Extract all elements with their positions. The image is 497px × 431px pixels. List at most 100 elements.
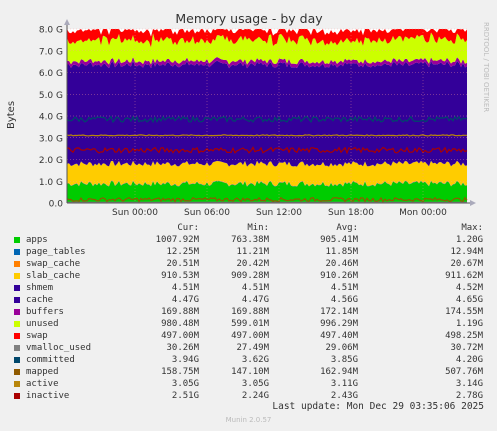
- legend-swatch: [14, 297, 20, 303]
- legend-avg-value: 905.41M: [320, 235, 358, 245]
- legend-min-value: 763.38M: [231, 235, 269, 245]
- legend-avg-value: 4.51M: [330, 283, 358, 293]
- legend-avg-value: 4.56G: [330, 295, 358, 305]
- legend-swatch: [14, 261, 20, 267]
- legend-cur-value: 497.00M: [161, 331, 199, 341]
- legend-swatch: [14, 273, 20, 279]
- legend-series-name: vmalloc_used: [26, 343, 92, 353]
- legend-header: Min:: [247, 223, 269, 233]
- plot-area: 0.0 1.0 G 2.0 G 3.0 G 4.0 G 5.0 G 6.0 G 7.0 G 8.…: [39, 19, 476, 215]
- legend-series-name: unused: [26, 319, 59, 329]
- line-mapped: [66, 196, 468, 203]
- area-cache: [67, 60, 467, 167]
- legend-cur-value: 158.75M: [161, 367, 199, 377]
- legend-series-name: active: [26, 379, 59, 389]
- legend-series-name: committed: [26, 355, 75, 365]
- legend-item: buffers 169.88M 169.88M 172.14M 174.55M: [0, 306, 497, 318]
- legend-series-name: page_tables: [26, 247, 86, 257]
- legend-cur-value: 169.88M: [161, 307, 199, 317]
- legend-swatch: [14, 237, 20, 243]
- legend-cur-value: 30.26M: [166, 343, 199, 353]
- legend-max-value: 911.62M: [445, 271, 483, 281]
- area-swap_cache: [67, 180, 467, 187]
- y-axis-arrow: [64, 19, 70, 25]
- legend-item: page_tables 12.25M 11.21M 11.85M 12.94M: [0, 246, 497, 258]
- legend-item: cache 4.47G 4.47G 4.56G 4.65G: [0, 294, 497, 306]
- legend-min-value: 497.00M: [231, 331, 269, 341]
- y-tick-label: 4.0 G: [39, 113, 63, 123]
- line-inactive: [67, 146, 468, 155]
- legend-max-value: 507.76M: [445, 367, 483, 377]
- legend-swatch: [14, 309, 20, 315]
- last-update: Last update: Mon Dec 29 03:35:06 2025: [272, 401, 484, 412]
- legend-item: slab_cache 910.53M 909.28M 910.26M 911.62M: [0, 270, 497, 282]
- y-axis-label: Bytes: [6, 101, 17, 129]
- legend-max-value: 174.55M: [445, 307, 483, 317]
- legend-avg-value: 996.29M: [320, 319, 358, 329]
- legend-max-value: 1.19G: [455, 319, 483, 329]
- legend-max-value: 4.65G: [455, 295, 483, 305]
- legend-max-value: 498.25M: [445, 331, 483, 341]
- legend-cur-value: 4.51M: [171, 283, 199, 293]
- legend-min-value: 147.10M: [231, 367, 269, 377]
- legend-cur-value: 2.51G: [171, 391, 199, 401]
- legend-item: inactive 2.51G 2.24G 2.43G 2.78G: [0, 390, 497, 402]
- y-tick-label: 2.0 G: [39, 156, 63, 166]
- memory-chart: Memory usage - by day Bytes RRDTOOL / TO…: [6, 11, 490, 215]
- legend-swatch: [14, 285, 20, 291]
- legend-min-value: 4.51M: [241, 283, 269, 293]
- legend-series-name: buffers: [26, 307, 64, 317]
- legend-series-name: swap: [26, 331, 48, 341]
- legend-header: Avg:: [336, 223, 358, 233]
- legend-cur-value: 4.47G: [171, 295, 199, 305]
- legend-max-value: 4.52M: [455, 283, 483, 293]
- y-tick-label: 7.0 G: [39, 47, 63, 57]
- rrdtool-credit: RRDTOOL / TOBI OETIKER: [482, 22, 490, 112]
- legend-max-value: 20.67M: [450, 259, 483, 269]
- x-tick-label: Sun 18:00: [328, 208, 374, 215]
- legend-avg-value: 162.94M: [320, 367, 358, 377]
- x-tick-label: Sun 00:00: [112, 208, 158, 215]
- legend-cur-value: 980.48M: [161, 319, 199, 329]
- legend-swatch: [14, 333, 20, 339]
- legend-min-value: 20.42M: [236, 259, 269, 269]
- legend-avg-value: 910.26M: [320, 271, 358, 281]
- y-tick-label: 8.0 G: [39, 26, 63, 36]
- legend-min-value: 3.05G: [241, 379, 269, 389]
- legend-item: apps 1007.92M 763.38M 905.41M 1.20G: [0, 234, 497, 246]
- legend-avg-value: 172.14M: [320, 307, 358, 317]
- legend-series-name: shmem: [26, 283, 54, 293]
- legend-avg-value: 29.06M: [325, 343, 358, 353]
- legend-swatch: [14, 249, 20, 255]
- x-tick-label: Mon 00:00: [399, 208, 447, 215]
- legend-header: Cur:: [177, 223, 199, 233]
- legend-cur-value: 1007.92M: [155, 235, 199, 245]
- legend-cur-value: 12.25M: [166, 247, 199, 257]
- legend-cur-value: 3.94G: [171, 355, 199, 365]
- legend-avg-value: 11.85M: [325, 247, 358, 257]
- legend-cur-value: 20.51M: [166, 259, 199, 269]
- legend-avg-value: 497.40M: [320, 331, 358, 341]
- legend-min-value: 2.24G: [241, 391, 269, 401]
- area-swap: [67, 29, 467, 48]
- legend-max-value: 1.20G: [455, 235, 483, 245]
- legend-series-name: inactive: [26, 391, 70, 401]
- legend-item: shmem 4.51M 4.51M 4.51M 4.52M: [0, 282, 497, 294]
- legend-min-value: 11.21M: [236, 247, 269, 257]
- legend-swatch: [14, 393, 20, 399]
- legend-series-name: slab_cache: [26, 271, 81, 281]
- legend-item: vmalloc_used 30.26M 27.49M 29.06M 30.72M: [0, 342, 497, 354]
- legend-item: unused 980.48M 599.01M 996.29M 1.19G: [0, 318, 497, 330]
- legend-swatch: [14, 369, 20, 375]
- legend-max-value: 12.94M: [450, 247, 483, 257]
- y-tick-label: 0.0: [49, 200, 64, 210]
- legend-max-value: 4.20G: [455, 355, 483, 365]
- legend-item: active 3.05G 3.05G 3.11G 3.14G: [0, 378, 497, 390]
- line-active: [66, 134, 467, 137]
- legend-swatch: [14, 321, 20, 327]
- legend-header: Max:: [461, 223, 483, 233]
- legend-max-value: 2.78G: [455, 391, 483, 401]
- legend-avg-value: 3.11G: [330, 379, 358, 389]
- legend-min-value: 4.47G: [241, 295, 269, 305]
- legend-swatch: [14, 345, 20, 351]
